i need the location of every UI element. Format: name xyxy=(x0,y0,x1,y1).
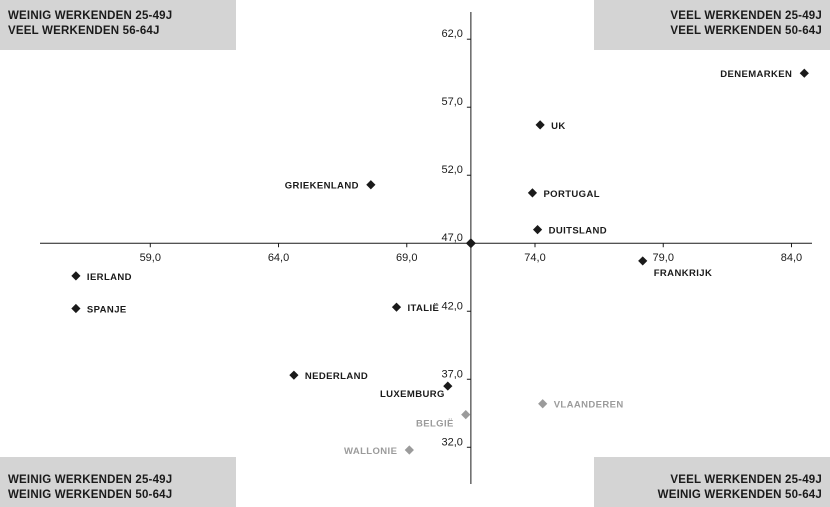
point-label-itali-: ITALIË xyxy=(408,303,440,314)
point-wallonie xyxy=(404,445,414,455)
quadrant-top-left-line-2: VEEL WERKENDEN 56-64J xyxy=(8,25,160,37)
point-label-denemarken: DENEMARKEN xyxy=(720,69,792,80)
quadrant-bottom-right-line-1: VEEL WERKENDEN 25-49J xyxy=(670,474,822,486)
x-tick-label: 79,0 xyxy=(653,252,674,264)
x-tick-label: 64,0 xyxy=(268,252,289,264)
quadrant-top-left: WEINIG WERKENDEN 25-49J VEEL WERKENDEN 5… xyxy=(0,0,236,50)
quadrant-bottom-left-line-2: WEINIG WERKENDEN 50-64J xyxy=(8,489,173,501)
point-nederland xyxy=(289,370,299,380)
point-luxemburg xyxy=(443,381,453,391)
point-label-belgi-: BELGIË xyxy=(416,419,454,430)
x-tick-label: 59,0 xyxy=(140,252,161,264)
point-uk xyxy=(535,120,545,130)
x-tick-label: 74,0 xyxy=(524,252,545,264)
point-denemarken xyxy=(799,68,809,78)
quadrant-top-right-line-2: VEEL WERKENDEN 50-64J xyxy=(670,25,822,37)
point-label-duitsland: DUITSLAND xyxy=(549,226,608,237)
point-belgi- xyxy=(461,410,471,420)
y-tick-label: 47,0 xyxy=(441,232,462,244)
x-tick-label: 84,0 xyxy=(781,252,802,264)
point-label-portugal: PORTUGAL xyxy=(543,189,600,200)
point-label-luxemburg: LUXEMBURG xyxy=(380,389,445,400)
point-vlaanderen xyxy=(538,399,548,409)
quadrant-top-right: VEEL WERKENDEN 25-49J VEEL WERKENDEN 50-… xyxy=(594,0,830,50)
x-tick-label: 69,0 xyxy=(396,252,417,264)
point-label-ierland: IERLAND xyxy=(87,272,132,283)
y-tick-label: 37,0 xyxy=(441,368,462,380)
y-tick-label: 32,0 xyxy=(441,436,462,448)
point-griekenland xyxy=(366,180,376,190)
point-label-griekenland: GRIEKENLAND xyxy=(285,181,359,192)
y-tick-label: 42,0 xyxy=(441,300,462,312)
point-duitsland xyxy=(532,225,543,235)
quadrant-bottom-right: VEEL WERKENDEN 25-49J WEINIG WERKENDEN 5… xyxy=(594,457,830,507)
point-label-spanje: SPANJE xyxy=(87,305,127,316)
point-label-wallonie: WALLONIE xyxy=(344,446,397,457)
point-frankrijk xyxy=(638,256,648,266)
quadrant-top-left-line-1: WEINIG WERKENDEN 25-49J xyxy=(8,10,173,22)
quadrant-top-right-line-1: VEEL WERKENDEN 25-49J xyxy=(670,10,822,22)
point-ierland xyxy=(71,271,81,281)
y-tick-label: 62,0 xyxy=(441,28,462,40)
quadrant-bottom-left: WEINIG WERKENDEN 25-49J WEINIG WERKENDEN… xyxy=(0,457,236,507)
point-label-nederland: NEDERLAND xyxy=(305,371,368,382)
point-itali- xyxy=(391,302,402,312)
y-tick-label: 52,0 xyxy=(441,164,462,176)
quadrant-bottom-right-line-2: WEINIG WERKENDEN 50-64J xyxy=(657,489,822,501)
point-label-uk: UK xyxy=(551,121,566,132)
axis-origin-marker xyxy=(465,238,476,249)
point-portugal xyxy=(527,188,538,198)
y-tick-label: 57,0 xyxy=(441,96,462,108)
quadrant-bottom-left-line-1: WEINIG WERKENDEN 25-49J xyxy=(8,474,173,486)
point-label-frankrijk: FRANKRIJK xyxy=(654,268,713,279)
point-label-vlaanderen: VLAANDEREN xyxy=(554,400,624,411)
point-spanje xyxy=(71,303,81,314)
